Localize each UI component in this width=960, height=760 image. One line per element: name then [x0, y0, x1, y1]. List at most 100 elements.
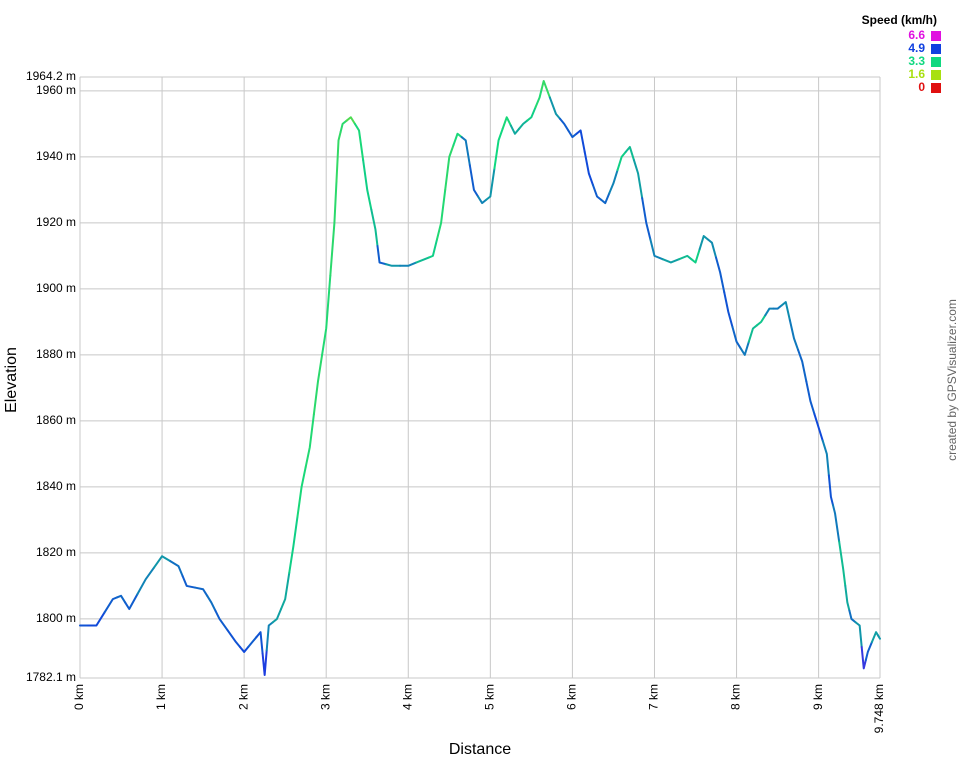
- elevation-segment: [304, 413, 315, 469]
- elevation-segment: [548, 96, 562, 120]
- y-tick-label: 1964.2 m: [26, 69, 76, 83]
- elevation-segment: [860, 645, 867, 670]
- elevation-segment: [600, 192, 611, 205]
- elevation-segment: [370, 208, 379, 247]
- credit: created by GPSVisualizer.com: [945, 299, 959, 461]
- elevation-segment: [877, 634, 881, 640]
- y-tick-label: 1960 m: [36, 83, 76, 97]
- legend-title: Speed (km/h): [862, 13, 937, 27]
- elevation-segment: [124, 593, 139, 611]
- elevation-segment: [399, 261, 418, 267]
- elevation-segment: [797, 348, 808, 383]
- legend-label: 3.3: [908, 54, 925, 68]
- y-tick-label: 1820 m: [36, 545, 76, 559]
- elevation-segment: [715, 256, 726, 294]
- elevation-segment: [493, 127, 504, 170]
- elevation-segment: [296, 466, 307, 518]
- elevation-segment: [624, 145, 635, 162]
- elevation-segment: [339, 119, 348, 134]
- elevation-segment: [261, 649, 268, 677]
- y-tick-label: 1800 m: [36, 611, 76, 625]
- elevation-segment: [468, 164, 480, 198]
- elevation-segment: [848, 609, 857, 624]
- x-tick-label: 1 km: [154, 684, 168, 710]
- elevation-segment: [632, 159, 644, 200]
- elevation-segment: [698, 235, 709, 251]
- elevation-segment: [321, 274, 332, 356]
- x-tick-label: 7 km: [647, 684, 661, 710]
- elevation-segment: [427, 238, 438, 259]
- elevation-segment: [641, 197, 652, 241]
- elevation-segment: [444, 144, 455, 191]
- x-tick-label: 8 km: [729, 684, 743, 710]
- elevation-segment: [764, 307, 775, 317]
- y-axis-title: Elevation: [3, 347, 20, 413]
- elevation-segment: [255, 631, 264, 655]
- x-tick-label: 9 km: [811, 684, 825, 710]
- elevation-segment: [435, 188, 447, 241]
- elevation-segment: [526, 106, 537, 122]
- elevation-segment: [214, 609, 229, 632]
- elevation-segment: [265, 621, 274, 652]
- elevation-segment: [376, 244, 387, 266]
- elevation-segment: [206, 594, 217, 612]
- y-tick-label: 1782.1 m: [26, 670, 76, 684]
- elevation-segment: [813, 413, 824, 442]
- x-tick-label: 5 km: [483, 684, 497, 710]
- elevation-segment: [226, 629, 242, 648]
- elevation-segment: [87, 611, 106, 627]
- elevation-segment: [844, 584, 851, 612]
- elevation-segment: [169, 560, 184, 578]
- elevation-segment: [415, 256, 430, 264]
- legend-label: 6.6: [908, 28, 925, 42]
- y-tick-label: 1940 m: [36, 149, 76, 163]
- elevation-segment: [136, 566, 155, 596]
- elevation-segment: [831, 504, 841, 543]
- elevation-segment: [509, 124, 521, 135]
- elevation-segment: [518, 119, 529, 130]
- legend-swatch: [931, 70, 941, 80]
- elevation-segment: [780, 301, 791, 322]
- elevation-segment: [152, 555, 172, 569]
- y-tick-label: 1880 m: [36, 347, 76, 361]
- elevation-segment: [534, 88, 543, 109]
- elevation-segment: [731, 325, 742, 350]
- elevation-segment: [575, 129, 586, 153]
- elevation-segment: [559, 117, 570, 132]
- elevation-segment: [115, 594, 127, 604]
- elevation-segment: [706, 238, 718, 259]
- x-tick-label: 9.748 km: [872, 684, 886, 733]
- elevation-segment: [181, 575, 196, 589]
- elevation-segment: [864, 641, 873, 662]
- elevation-segment: [649, 238, 664, 261]
- elevation-segment: [335, 131, 342, 183]
- elevation-segment: [103, 596, 118, 614]
- elevation-segment: [788, 319, 800, 351]
- y-tick-label: 1900 m: [36, 281, 76, 295]
- legend-label: 1.6: [908, 67, 925, 81]
- legend-swatch: [931, 44, 941, 54]
- elevation-segment: [723, 291, 734, 328]
- legend-swatch: [931, 57, 941, 67]
- elevation-segment: [870, 631, 880, 644]
- elevation-segment: [452, 132, 463, 147]
- elevation-segment: [384, 263, 402, 267]
- elevation-segment: [739, 340, 750, 356]
- legend-label: 4.9: [908, 41, 925, 55]
- elevation-segment: [239, 645, 250, 653]
- y-tick-label: 1920 m: [36, 215, 76, 229]
- elevation-segment: [280, 571, 291, 611]
- elevation-segment: [540, 79, 551, 99]
- x-tick-label: 0 km: [72, 684, 86, 710]
- x-tick-label: 6 km: [565, 684, 579, 710]
- y-tick-label: 1840 m: [36, 479, 76, 493]
- elevation-segment: [567, 129, 578, 139]
- elevation-segment: [678, 254, 693, 261]
- x-tick-label: 2 km: [236, 684, 250, 710]
- elevation-segment: [854, 621, 863, 648]
- elevation-segment: [772, 304, 783, 310]
- elevation-segment: [756, 314, 767, 327]
- elevation-segment: [460, 136, 471, 167]
- elevation-segment: [616, 150, 627, 172]
